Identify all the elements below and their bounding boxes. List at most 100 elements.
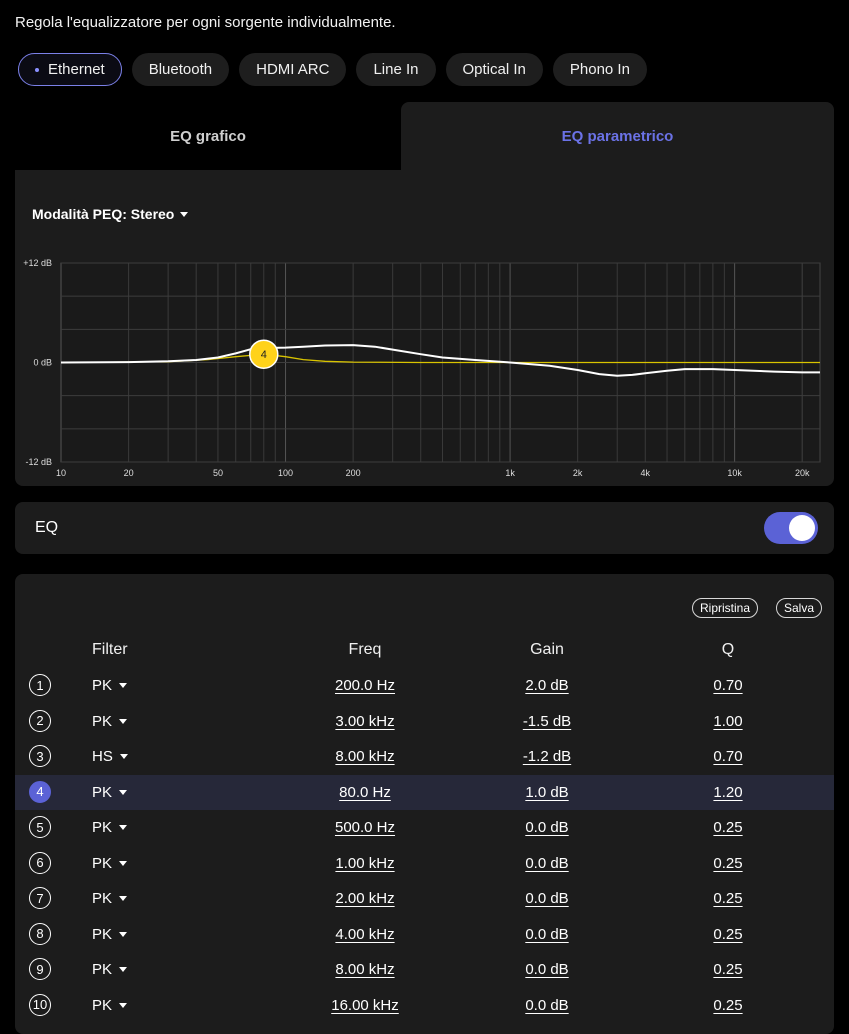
band-marker-label: 4: [261, 349, 267, 361]
band-number[interactable]: 5: [29, 816, 51, 838]
band-row[interactable]: 8 PK 4.00 kHz 0.0 dB 0.25: [15, 917, 834, 952]
source-label: HDMI ARC: [256, 61, 330, 78]
source-label: Phono In: [569, 61, 630, 78]
peq-mode-dropdown[interactable]: Modalità PEQ: Stereo: [32, 206, 189, 222]
band-number[interactable]: 4: [29, 780, 51, 803]
source-ethernet[interactable]: Ethernet: [18, 53, 122, 86]
peq-panel: Modalità PEQ: Stereo +12 dB 0 dB -12 dB 10 2…: [15, 170, 834, 486]
filter-type-label: PK: [92, 996, 113, 1014]
band-gain-value[interactable]: 0.0 dB: [525, 961, 569, 978]
band-number[interactable]: 10: [29, 993, 51, 1016]
filter-type-label: PK: [92, 712, 113, 730]
filter-type-label: PK: [92, 925, 113, 943]
band-number[interactable]: 1: [29, 674, 51, 696]
caret-down-icon: [119, 931, 128, 937]
source-hdmi-arc[interactable]: HDMI ARC: [239, 53, 347, 86]
band-gain-value[interactable]: 0.0 dB: [525, 890, 569, 907]
x-tick-label: 1k: [505, 468, 515, 478]
caret-down-icon: [119, 825, 128, 830]
filter-type-dropdown[interactable]: PK: [92, 677, 128, 694]
band-freq-value[interactable]: 2.00 kHz: [335, 890, 395, 907]
band-q-value[interactable]: 1.20: [713, 783, 743, 801]
band-gain-value[interactable]: 0.0 dB: [525, 925, 569, 943]
band-q-value[interactable]: 0.25: [713, 854, 743, 872]
band-row[interactable]: 2 PK 3.00 kHz -1.5 dB 1.00: [15, 704, 834, 739]
save-button[interactable]: Salva: [775, 598, 822, 618]
source-phono-in[interactable]: Phono In: [552, 53, 647, 86]
filter-type-label: PK: [92, 961, 113, 978]
band-gain-value[interactable]: 0.0 dB: [525, 996, 569, 1014]
filter-type-dropdown[interactable]: PK: [92, 961, 128, 978]
band-marker-handle[interactable]: [249, 339, 279, 369]
band-freq-value[interactable]: 4.00 kHz: [335, 925, 395, 943]
band-q-value[interactable]: 0.25: [713, 819, 743, 836]
band-row[interactable]: 3 HS 8.00 kHz -1.2 dB 0.70: [15, 739, 834, 774]
band-number[interactable]: 9: [29, 958, 51, 980]
band-row[interactable]: 7 PK 2.00 kHz 0.0 dB 0.25: [15, 881, 834, 916]
filter-type-dropdown[interactable]: PK: [92, 890, 128, 907]
band-q-value[interactable]: 0.70: [713, 677, 743, 694]
x-tick-label: 4k: [641, 468, 651, 478]
band-gain-value[interactable]: -1.5 dB: [522, 712, 572, 730]
band-row[interactable]: 9 PK 8.00 kHz 0.0 dB 0.25: [15, 952, 834, 987]
eq-toggle[interactable]: [764, 512, 818, 544]
caret-down-icon: [119, 896, 128, 901]
filter-type-dropdown[interactable]: PK: [92, 854, 128, 872]
filter-type-dropdown[interactable]: PK: [92, 925, 128, 943]
filter-type-dropdown[interactable]: PK: [92, 784, 128, 801]
band-q-value[interactable]: 0.25: [713, 996, 743, 1014]
eq-total-curve: [60, 344, 820, 377]
band-number[interactable]: 6: [29, 851, 51, 874]
band-row[interactable]: 4 PK 80.0 Hz 1.0 dB 1.20: [15, 774, 834, 810]
filter-type-dropdown[interactable]: PK: [92, 996, 128, 1014]
source-bluetooth[interactable]: Bluetooth: [131, 53, 230, 86]
band-freq-value[interactable]: 80.0 Hz: [339, 783, 391, 801]
header-q: Q: [721, 641, 735, 658]
band-gain-value[interactable]: 2.0 dB: [525, 677, 569, 694]
band-number[interactable]: 3: [29, 745, 51, 767]
band-freq-value[interactable]: 500.0 Hz: [334, 819, 396, 836]
band-freq-value[interactable]: 8.00 kHz: [335, 748, 395, 765]
band-q-value[interactable]: 1.00: [713, 712, 743, 730]
band-q-value[interactable]: 0.25: [713, 890, 743, 907]
band-q-value[interactable]: 0.70: [713, 748, 743, 765]
band-number[interactable]: 8: [29, 922, 51, 945]
source-label: Line In: [373, 61, 419, 78]
active-dot-icon: [35, 67, 39, 72]
filter-type-label: PK: [92, 854, 113, 872]
filter-type-dropdown[interactable]: HS: [92, 748, 128, 765]
caret-down-icon: [119, 754, 128, 759]
band-number[interactable]: 7: [29, 887, 51, 909]
band-number[interactable]: 2: [29, 709, 51, 732]
band-gain-value[interactable]: 0.0 dB: [525, 819, 569, 836]
band-gain-value[interactable]: 1.0 dB: [525, 783, 569, 801]
tab-parametric-eq[interactable]: EQ parametrico: [401, 102, 834, 170]
band-row[interactable]: 5 PK 500.0 Hz 0.0 dB 0.25: [15, 810, 834, 845]
filter-type-label: HS: [92, 748, 113, 765]
x-tick-label: 100: [278, 468, 293, 478]
filter-type-dropdown[interactable]: PK: [92, 712, 128, 730]
band-row[interactable]: 1 PK 200.0 Hz 2.0 dB 0.70: [15, 668, 834, 703]
x-tick-label: 10: [56, 468, 66, 478]
band-freq-value[interactable]: 16.00 kHz: [331, 996, 399, 1014]
source-line-in[interactable]: Line In: [356, 53, 436, 86]
eq-toggle-row: EQ: [15, 502, 834, 554]
band-freq-value[interactable]: 1.00 kHz: [335, 854, 395, 872]
band-q-value[interactable]: 0.25: [713, 961, 743, 978]
band-row[interactable]: 6 PK 1.00 kHz 0.0 dB 0.25: [15, 846, 834, 881]
source-label: Optical In: [462, 61, 526, 78]
source-optical-in[interactable]: Optical In: [445, 53, 543, 86]
reset-button[interactable]: Ripristina: [691, 598, 758, 618]
band-freq-value[interactable]: 3.00 kHz: [335, 712, 395, 730]
band-gain-value[interactable]: 0.0 dB: [525, 854, 569, 872]
filter-type-dropdown[interactable]: PK: [92, 819, 128, 836]
tab-graphic-eq[interactable]: EQ grafico: [15, 102, 401, 170]
band-row[interactable]: 10 PK 16.00 kHz 0.0 dB 0.25: [15, 988, 834, 1023]
header-gain: Gain: [530, 641, 564, 658]
band-q-value[interactable]: 0.25: [713, 925, 743, 943]
eq-response-chart[interactable]: +12 dB 0 dB -12 dB 10 20 50 100 200 1k 2k 4k 10k 20k…: [15, 250, 834, 486]
band-gain-value[interactable]: -1.2 dB: [522, 748, 572, 765]
band-freq-value[interactable]: 8.00 kHz: [335, 961, 395, 978]
band-freq-value[interactable]: 200.0 Hz: [334, 677, 396, 694]
y-tick-label: 0 dB: [33, 358, 52, 368]
